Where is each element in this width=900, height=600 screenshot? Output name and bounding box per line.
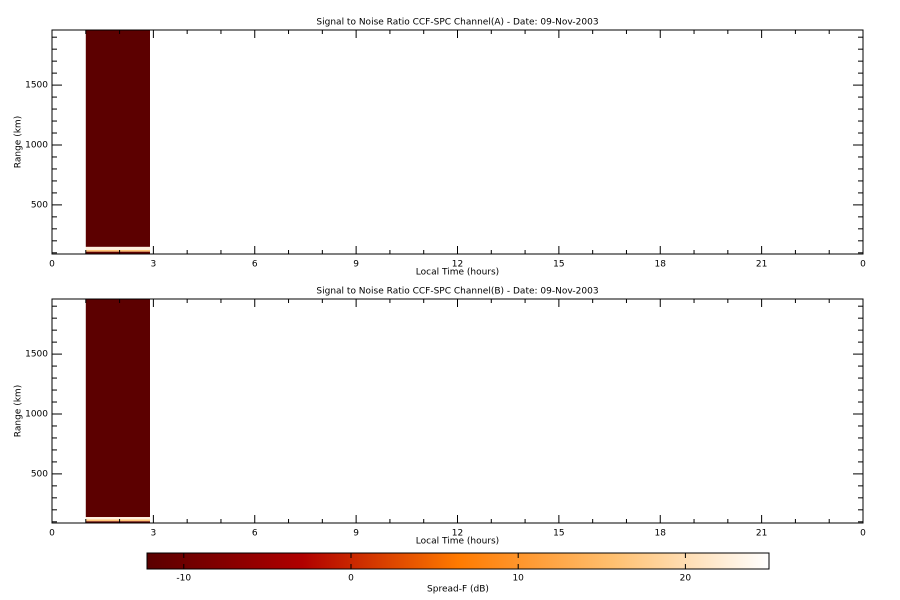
x-axis-label: Local Time (hours) [416, 537, 499, 547]
x-axis-label: Local Time (hours) [416, 268, 499, 278]
y-tick-label: 1500 [25, 350, 48, 360]
heatmap-cell [85, 251, 150, 254]
colorbar-label: Spread-F (dB) [427, 585, 489, 595]
x-tick-label: 6 [252, 529, 258, 539]
x-tick-label: 9 [353, 260, 359, 270]
x-tick-label: 6 [252, 260, 258, 270]
colorbar [146, 552, 770, 570]
x-tick-label: 18 [655, 529, 667, 539]
x-tick-label: 15 [553, 529, 564, 539]
x-tick-label: 3 [151, 260, 157, 270]
colorbar-tick-label: -10 [176, 574, 191, 584]
chart-title: Signal to Noise Ratio CCF-SPC Channel(B)… [316, 287, 598, 297]
x-tick-label: 12 [452, 529, 463, 539]
x-tick-label: 9 [353, 529, 359, 539]
heatmap-cell [85, 30, 150, 247]
heatmap-cell [85, 521, 150, 523]
heatmap-cell [85, 249, 150, 252]
x-tick-label: 18 [655, 260, 667, 270]
y-axis-label: Range (km) [14, 116, 24, 168]
x-tick-label: 12 [452, 260, 463, 270]
y-tick-label: 500 [31, 200, 48, 210]
heatmap-cell [85, 517, 150, 520]
colorbar-tick-label: 0 [348, 574, 354, 584]
x-tick-label: 21 [756, 529, 767, 539]
plot-frame [51, 29, 864, 255]
y-tick-label: 500 [31, 469, 48, 479]
y-axis-label: Range (km) [14, 385, 24, 437]
x-tick-label: 3 [151, 529, 157, 539]
heatmap-cell [85, 299, 150, 518]
x-tick-label: 21 [756, 260, 767, 270]
heatmap-cell [85, 519, 150, 522]
y-tick-label: 1000 [25, 409, 48, 419]
y-tick-label: 1000 [25, 140, 48, 150]
x-tick-label: 0 [860, 260, 866, 270]
x-tick-label: 0 [860, 529, 866, 539]
y-tick-label: 1500 [25, 81, 48, 91]
x-tick-label: 0 [49, 529, 55, 539]
colorbar-tick-label: 20 [680, 574, 692, 584]
colorbar-tick-label: 10 [512, 574, 524, 584]
x-tick-label: 15 [553, 260, 564, 270]
heatmap-cell [85, 246, 150, 250]
chart-title: Signal to Noise Ratio CCF-SPC Channel(A)… [316, 18, 598, 28]
x-tick-label: 0 [49, 260, 55, 270]
plot-frame [51, 298, 864, 524]
